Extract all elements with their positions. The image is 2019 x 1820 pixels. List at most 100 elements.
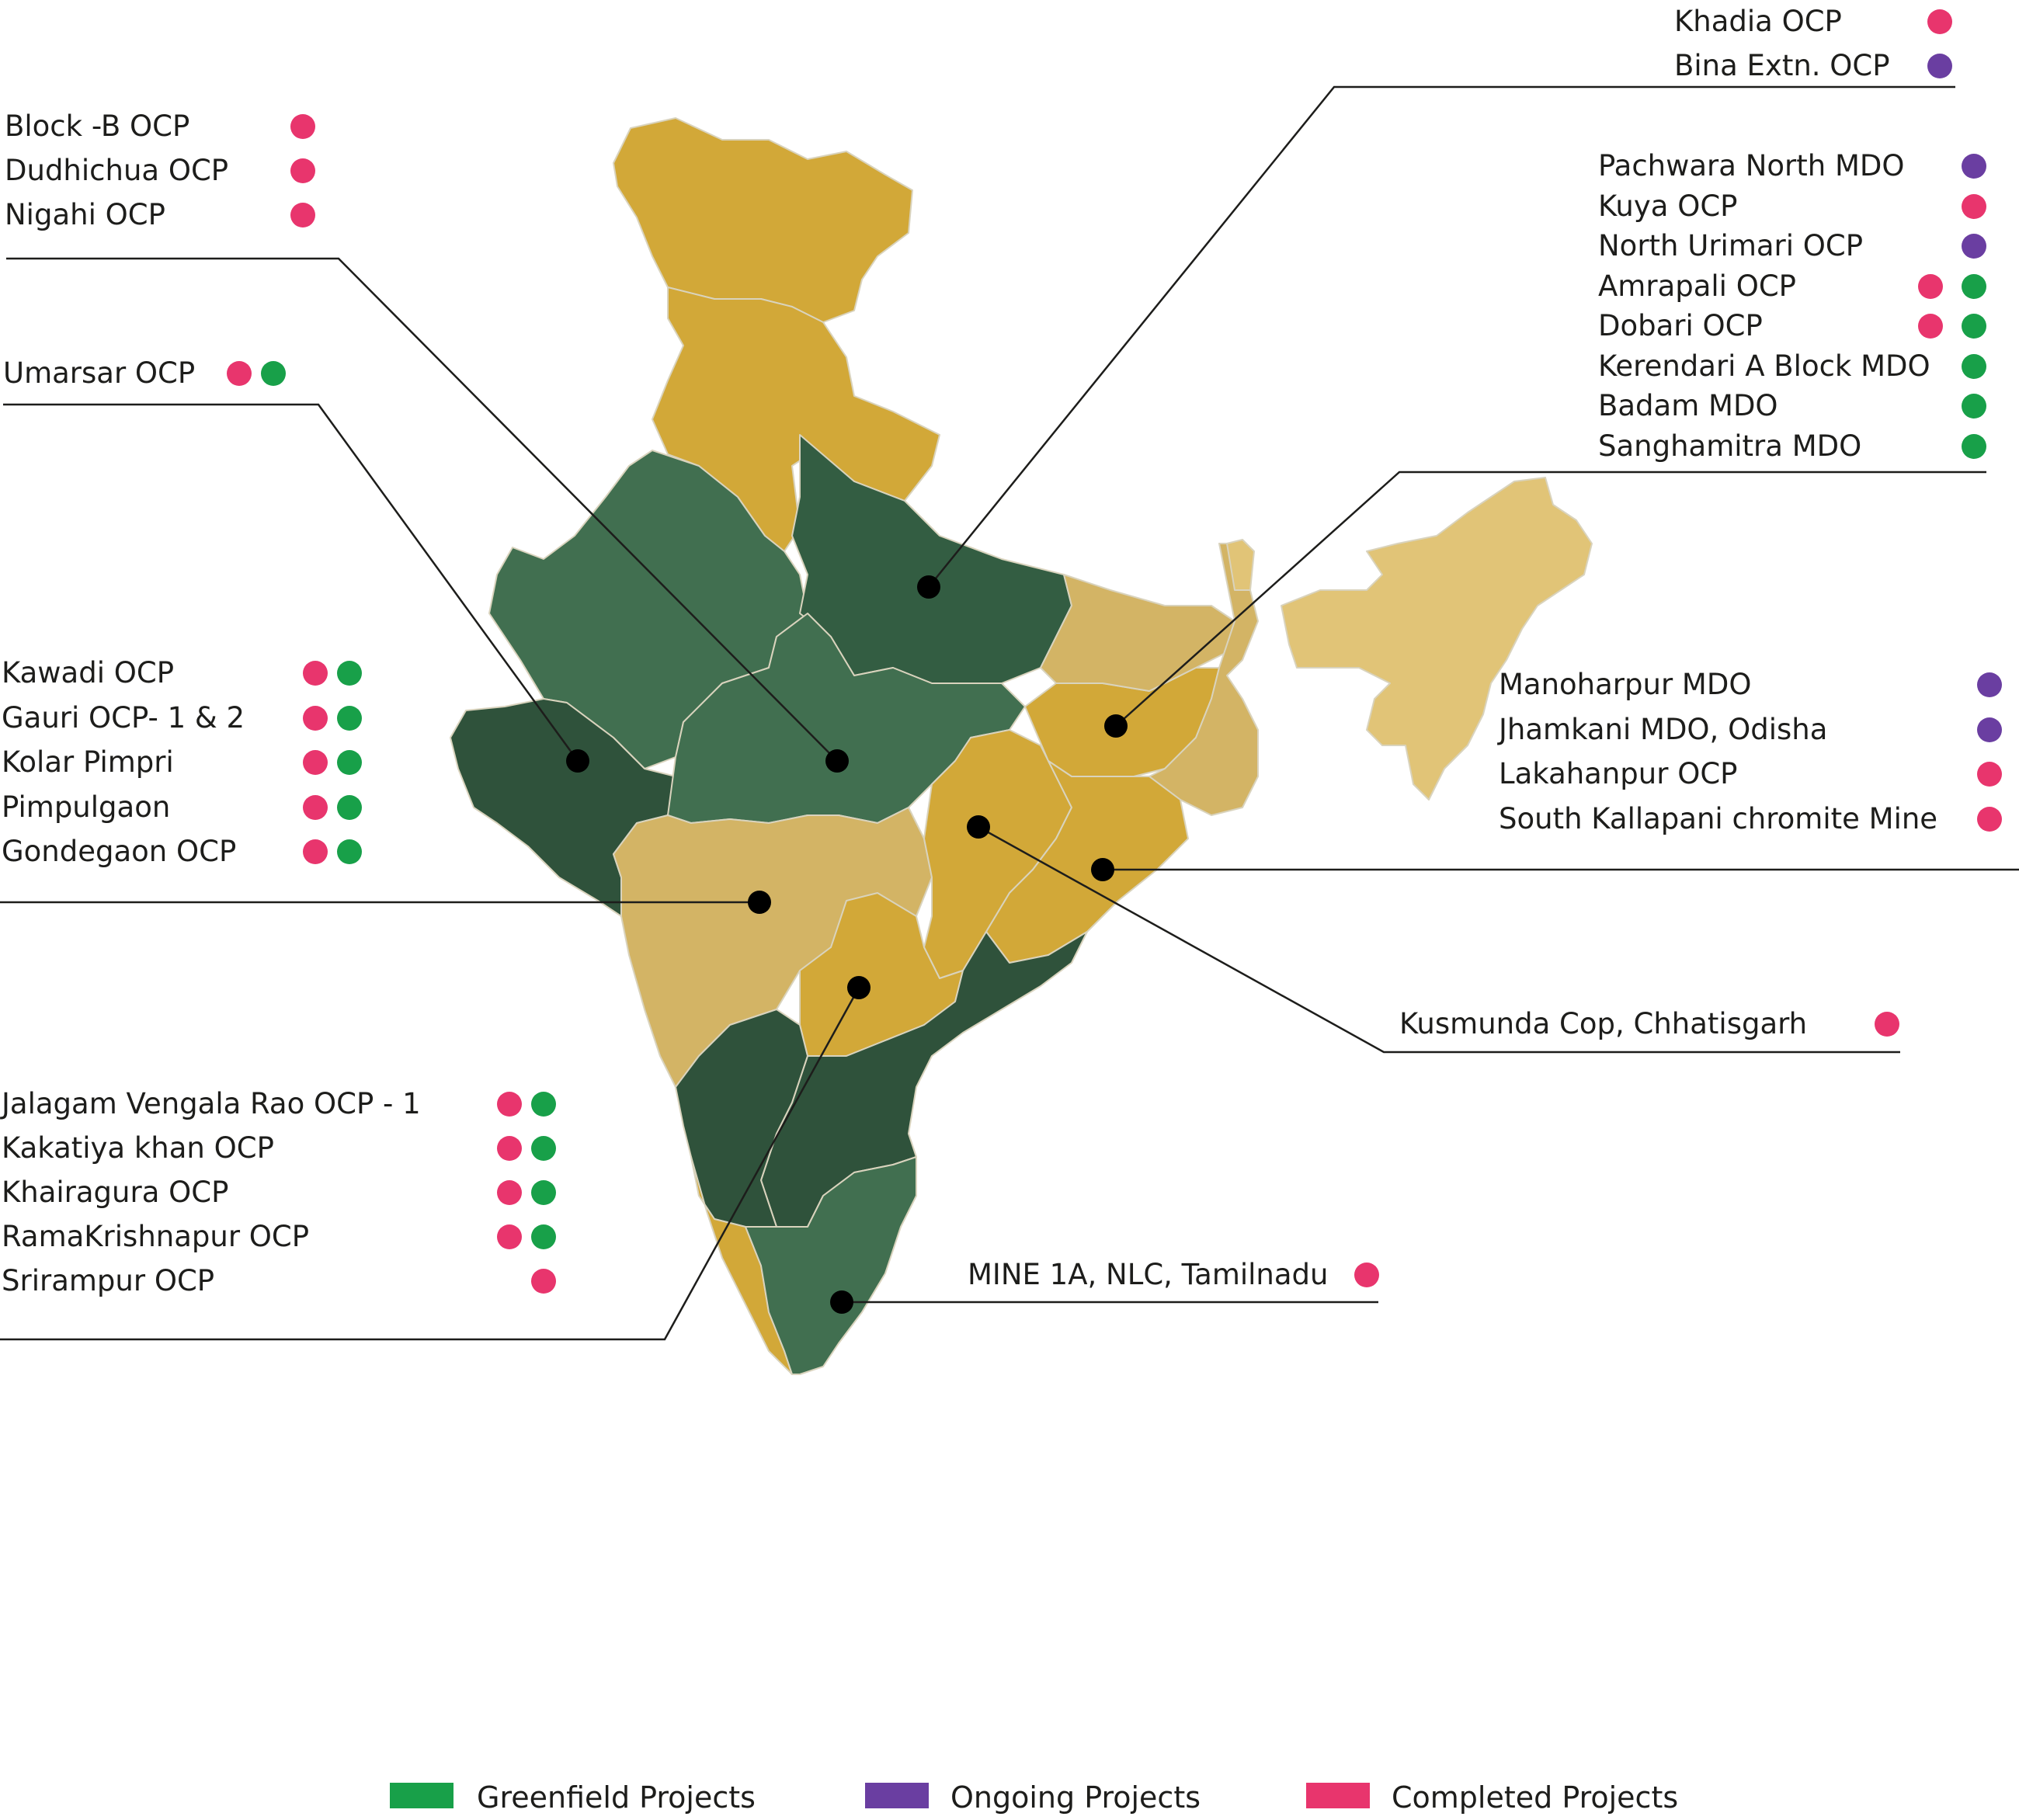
status-dot-completed [303,794,328,820]
status-dot-completed [1962,193,1986,219]
status-dot-completed [1918,314,1943,339]
project-label: Pachwara North MDO [1598,149,1905,182]
region-maharashtra [613,807,933,1088]
marker-jharkhand[interactable] [1104,714,1128,738]
status-dot-ongoing [1962,154,1986,179]
location-markers [566,575,1128,1314]
status-dot-greenfield [1962,433,1986,459]
project-label: Block -B OCP [5,109,190,143]
project-label: RamaKrishnapur OCP [2,1220,310,1253]
status-dot-completed [303,839,328,864]
status-dot-ongoing [1962,234,1986,259]
project-label: Dudhichua OCP [5,154,229,187]
status-dot-greenfield [1962,273,1986,299]
status-dot-completed [290,203,315,228]
project-label: Gauri OCP- 1 & 2 [2,700,245,735]
status-dot-completed [1977,806,2002,832]
status-dot-greenfield [531,1180,556,1205]
status-dot-completed [1875,1012,1899,1037]
status-dot-greenfield [261,361,286,386]
status-dot-ongoing [1977,717,2002,742]
leader-line-nigahi [6,257,838,762]
project-label: Dobari OCP [1598,309,1763,342]
project-label: Kusmunda Cop, Chhatisgarh [1399,1007,1808,1040]
status-dot-completed [303,750,328,775]
leader-line-khadia [928,85,1955,588]
region-tamil-nadu [745,1156,917,1375]
project-label: North Urimari OCP [1598,229,1864,262]
marker-nigahi[interactable] [825,749,849,773]
project-label: Kawadi OCP [2,656,175,689]
project-label: Kakatiya khan OCP [2,1131,274,1165]
project-label: Amrapali OCP [1598,269,1796,303]
status-dot-completed [497,1136,522,1161]
leader-lines [0,85,2019,1341]
leader-line-umarsar [3,403,579,762]
project-label: Kolar Pimpri [2,745,174,779]
region-north-east [1281,477,1593,801]
marker-maharashtra[interactable] [748,891,771,914]
status-dot-ongoing [1977,672,2002,697]
legend-swatch-ongoing [865,1783,929,1808]
leader-line-telangana [0,987,860,1341]
marker-umarsar[interactable] [566,749,589,773]
project-label: Jhamkani MDO, Odisha [1499,712,1828,746]
project-label: Umarsar OCP [3,356,196,390]
project-label: Sanghamitra MDO [1598,429,1862,463]
project-label: Pimpulgaon [2,790,171,824]
status-dot-completed [1918,273,1943,299]
status-dot-greenfield [1962,353,1986,379]
project-label: Kerendari A Block MDO [1598,349,1930,383]
status-dot-completed [497,1224,522,1249]
legend-label-greenfield: Greenfield Projects [477,1780,756,1815]
project-label: Jalagam Vengala Rao OCP - 1 [2,1087,421,1120]
project-label: Gondegaon OCP [2,835,237,868]
region-gujarat [450,698,676,917]
leader-line-kusmunda [978,825,1900,1054]
marker-nlc[interactable] [830,1290,853,1314]
status-dot-greenfield [337,705,362,731]
region-odisha [985,760,1189,964]
legend-swatch-completed [1306,1783,1370,1808]
status-dot-greenfield [337,750,362,775]
project-label: Badam MDO [1598,389,1778,422]
marker-khadia[interactable] [917,575,940,599]
status-dot-completed [497,1092,522,1117]
project-label: Nigahi OCP [5,198,165,231]
state-regions [450,117,1593,1375]
status-dot-completed [531,1269,556,1294]
status-dot-greenfield [337,794,362,820]
marker-telangana[interactable] [847,976,870,999]
legend-label-ongoing: Ongoing Projects [950,1780,1201,1815]
legend-label-completed: Completed Projects [1392,1780,1679,1815]
project-label: MINE 1A, NLC, Tamilnadu [968,1258,1329,1291]
leader-line-jharkhand [1115,471,1986,727]
status-dot-completed [1354,1263,1379,1287]
project-label: Manoharpur MDO [1499,668,1752,701]
status-dot-greenfield [337,661,362,686]
project-label: Khairagura OCP [2,1176,229,1209]
status-dot-greenfield [531,1224,556,1249]
status-dot-completed [497,1180,522,1205]
status-dot-greenfield [337,839,362,864]
marker-odisha[interactable] [1091,858,1114,881]
status-dot-completed [303,705,328,731]
project-label: South Kallapani chromite Mine [1499,801,1938,835]
project-label: Kuya OCP [1598,189,1738,223]
legend-swatch-greenfield [390,1783,453,1808]
marker-kusmunda[interactable] [967,815,990,839]
status-dot-greenfield [1962,314,1986,339]
region-west-bengal [1149,543,1259,816]
status-dot-greenfield [531,1092,556,1117]
status-dot-completed [290,114,315,139]
status-dot-completed [290,158,315,183]
project-label: Bina Extn. OCP [1674,49,1890,82]
status-dot-greenfield [1962,394,1986,419]
status-dot-completed [303,661,328,686]
project-label: Srirampur OCP [2,1264,215,1297]
region-jammu-kashmir [613,117,913,323]
project-label: Khadia OCP [1674,5,1842,38]
status-dot-greenfield [531,1136,556,1161]
region-sikkim [1226,539,1255,591]
